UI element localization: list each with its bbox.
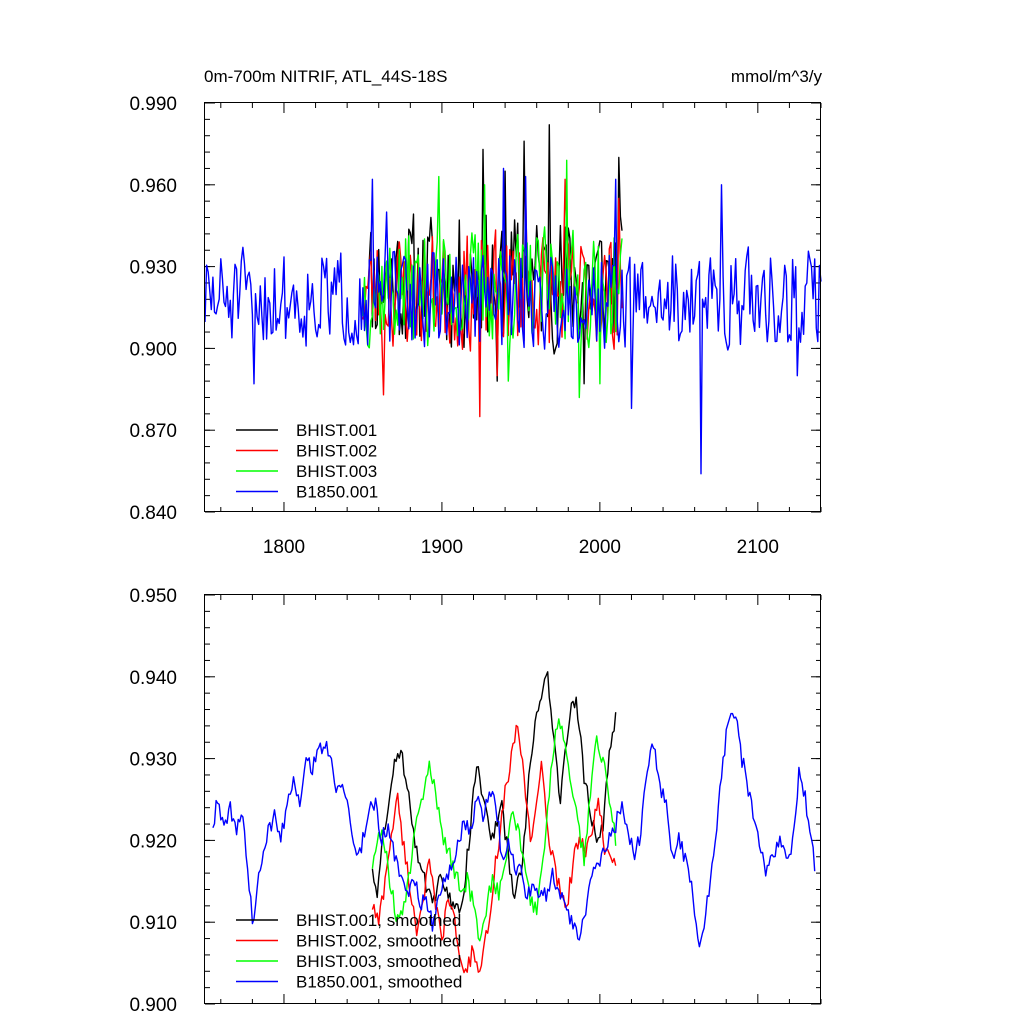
legend-label: B1850.001, smoothed (296, 973, 462, 992)
legend-label: BHIST.003, smoothed (296, 952, 461, 971)
y-tick-label: 0.930 (129, 750, 177, 771)
y-tick-label: 0.900 (129, 995, 177, 1016)
y-tick-label: 0.930 (129, 258, 177, 279)
y-tick-label: 0.910 (129, 913, 177, 934)
y-tick-label: 0.940 (129, 668, 177, 689)
legend-label: BHIST.002, smoothed (296, 932, 461, 951)
y-tick-label: 0.920 (129, 831, 177, 852)
bottom-panel-ticks: 0.950 0.940 0.930 0.920 0.910 0.900 (129, 586, 822, 1016)
x-tick-label: 1800 (263, 537, 305, 558)
legend-label: BHIST.002 (296, 442, 377, 461)
series-line-3 (371, 718, 617, 942)
top-panel-title: 0m-700m NITRIF, ATL_44S-18S (204, 67, 447, 86)
y-tick-label: 0.950 (129, 586, 177, 607)
bottom-panel-frame (204, 594, 821, 1004)
y-tick-label: 0.990 (129, 94, 177, 115)
y-tick-label: 0.900 (129, 339, 177, 360)
bottom-panel: 0.950 0.940 0.930 0.920 0.910 0.900 BHIST.001… (129, 586, 822, 1016)
top-panel-units: mmol/m^3/y (731, 67, 823, 86)
top-panel: 0m-700m NITRIF, ATL_44S-18S mmol/m^3/y 0… (129, 67, 822, 558)
y-tick-label: 0.870 (129, 421, 177, 442)
top-panel-series (204, 124, 822, 475)
series-line-4 (204, 167, 822, 475)
series-line-3 (362, 159, 623, 399)
bottom-panel-legend: BHIST.001, smoothed BHIST.002, smoothedBH… (236, 911, 462, 992)
bottom-panel-series (212, 671, 816, 974)
y-tick-label: 0.960 (129, 176, 177, 197)
legend-label: BHIST.001 (296, 421, 377, 440)
top-panel-frame (204, 102, 821, 512)
x-tick-label: 2100 (737, 537, 779, 558)
legend-label: BHIST.001, smoothed (296, 911, 461, 930)
top-panel-ticks: 0.990 0.960 0.930 0.900 0.870 0.840 1800 1900 20… (129, 94, 822, 558)
y-tick-label: 0.840 (129, 503, 177, 524)
series-line-1 (371, 671, 617, 914)
legend-label: BHIST.003 (296, 462, 377, 481)
series-line-4 (212, 712, 816, 948)
legend-label: B1850.001 (296, 483, 378, 502)
x-tick-label: 1900 (421, 537, 463, 558)
x-tick-label: 2000 (579, 537, 621, 558)
